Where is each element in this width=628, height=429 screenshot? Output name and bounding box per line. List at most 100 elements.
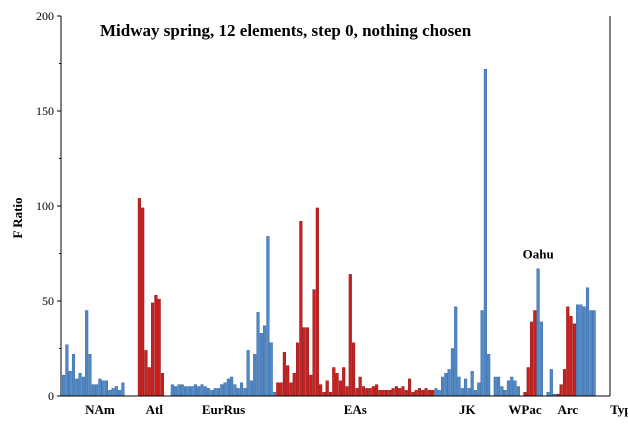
bar-1 — [65, 344, 69, 397]
group-labels-group: NAm Atl EurRus EAs JK WPac Arc Type — [85, 402, 628, 417]
bar-90 — [358, 376, 362, 397]
bar-78 — [319, 384, 323, 397]
bar-71 — [296, 342, 300, 397]
y-tick-label: 0 — [48, 389, 54, 403]
bar-121 — [460, 388, 464, 397]
bar-96 — [378, 390, 382, 397]
bar-33 — [170, 384, 174, 397]
bar-100 — [391, 388, 395, 397]
bar-156 — [576, 304, 580, 397]
bar-144 — [536, 268, 540, 397]
bar-2 — [68, 371, 72, 397]
group-label-wpac: WPac — [508, 402, 541, 417]
annotation-label: Oahu — [523, 247, 554, 262]
bar-74 — [305, 327, 309, 397]
group-label-type: Type — [610, 402, 628, 417]
bar-28 — [154, 295, 158, 397]
bar-94 — [371, 386, 375, 397]
bar-103 — [401, 386, 405, 397]
bar-29 — [157, 298, 161, 397]
bar-99 — [388, 390, 392, 397]
bar-6 — [81, 376, 85, 397]
bar-39 — [190, 386, 194, 397]
bars-group — [62, 68, 596, 397]
bar-36 — [180, 384, 184, 397]
bar-142 — [529, 321, 534, 397]
bar-80 — [325, 380, 329, 397]
bar-86 — [345, 386, 349, 397]
bar-14 — [108, 390, 112, 397]
bar-161 — [592, 310, 596, 397]
bar-115 — [441, 376, 445, 397]
bar-97 — [381, 390, 385, 397]
bar-10 — [94, 384, 99, 397]
bar-63 — [269, 342, 273, 397]
bar-50 — [226, 378, 230, 397]
bar-16 — [114, 386, 118, 397]
bar-108 — [417, 388, 422, 397]
bar-44 — [207, 388, 211, 397]
bar-76 — [312, 289, 316, 397]
bar-113 — [434, 388, 438, 397]
bar-148 — [549, 369, 553, 397]
y-axis-label: F Ratio — [10, 197, 25, 238]
bar-91 — [361, 386, 366, 397]
bar-18 — [121, 382, 125, 397]
group-label-jk: JK — [459, 402, 477, 417]
bar-160 — [589, 310, 593, 397]
bar-123 — [467, 388, 471, 397]
y-tick-label: 200 — [36, 9, 54, 23]
bar-147 — [546, 392, 550, 397]
bar-137 — [513, 380, 517, 397]
bar-3 — [71, 354, 76, 397]
bar-68 — [286, 365, 290, 397]
bar-132 — [497, 376, 501, 397]
bar-102 — [398, 388, 402, 397]
bar-58 — [253, 354, 257, 397]
y-tick-label: 150 — [36, 104, 54, 118]
chart-title: Midway spring, 12 elements, step 0, noth… — [100, 21, 472, 40]
bar-159 — [585, 287, 590, 397]
bar-41 — [197, 386, 201, 397]
bar-134 — [503, 390, 507, 397]
bar-85 — [342, 367, 346, 397]
bar-151 — [559, 384, 563, 397]
bar-122 — [464, 378, 468, 397]
bar-9 — [91, 384, 95, 397]
bar-92 — [365, 388, 369, 397]
bar-0 — [62, 374, 66, 397]
bar-82 — [332, 367, 336, 397]
annotations-group: Oahu — [523, 247, 554, 262]
bar-110 — [424, 388, 428, 397]
bar-153 — [566, 306, 570, 397]
bar-46 — [213, 388, 217, 397]
y-tick-label: 50 — [42, 294, 54, 308]
bar-26 — [147, 367, 151, 397]
bar-155 — [572, 323, 576, 397]
bar-27 — [151, 302, 155, 397]
bar-42 — [200, 384, 204, 397]
bar-84 — [338, 380, 342, 397]
bar-65 — [276, 382, 280, 397]
bar-49 — [223, 382, 227, 397]
bar-141 — [526, 367, 530, 397]
bar-128 — [483, 68, 487, 397]
bar-135 — [506, 380, 511, 397]
bar-112 — [431, 390, 435, 397]
bar-143 — [533, 310, 537, 397]
bar-88 — [352, 342, 356, 397]
y-ticks-group: 0 50 100 150 200 — [36, 9, 61, 403]
bar-4 — [75, 378, 79, 397]
bar-119 — [454, 306, 458, 397]
bar-53 — [236, 388, 240, 397]
bar-120 — [457, 376, 461, 397]
bar-12 — [101, 380, 105, 397]
bar-55 — [243, 388, 247, 397]
bar-131 — [493, 376, 497, 397]
bar-114 — [437, 390, 441, 397]
group-label-eurrus: EurRus — [202, 402, 245, 417]
bar-106 — [411, 392, 415, 397]
bar-79 — [322, 392, 326, 397]
bar-67 — [282, 352, 286, 397]
